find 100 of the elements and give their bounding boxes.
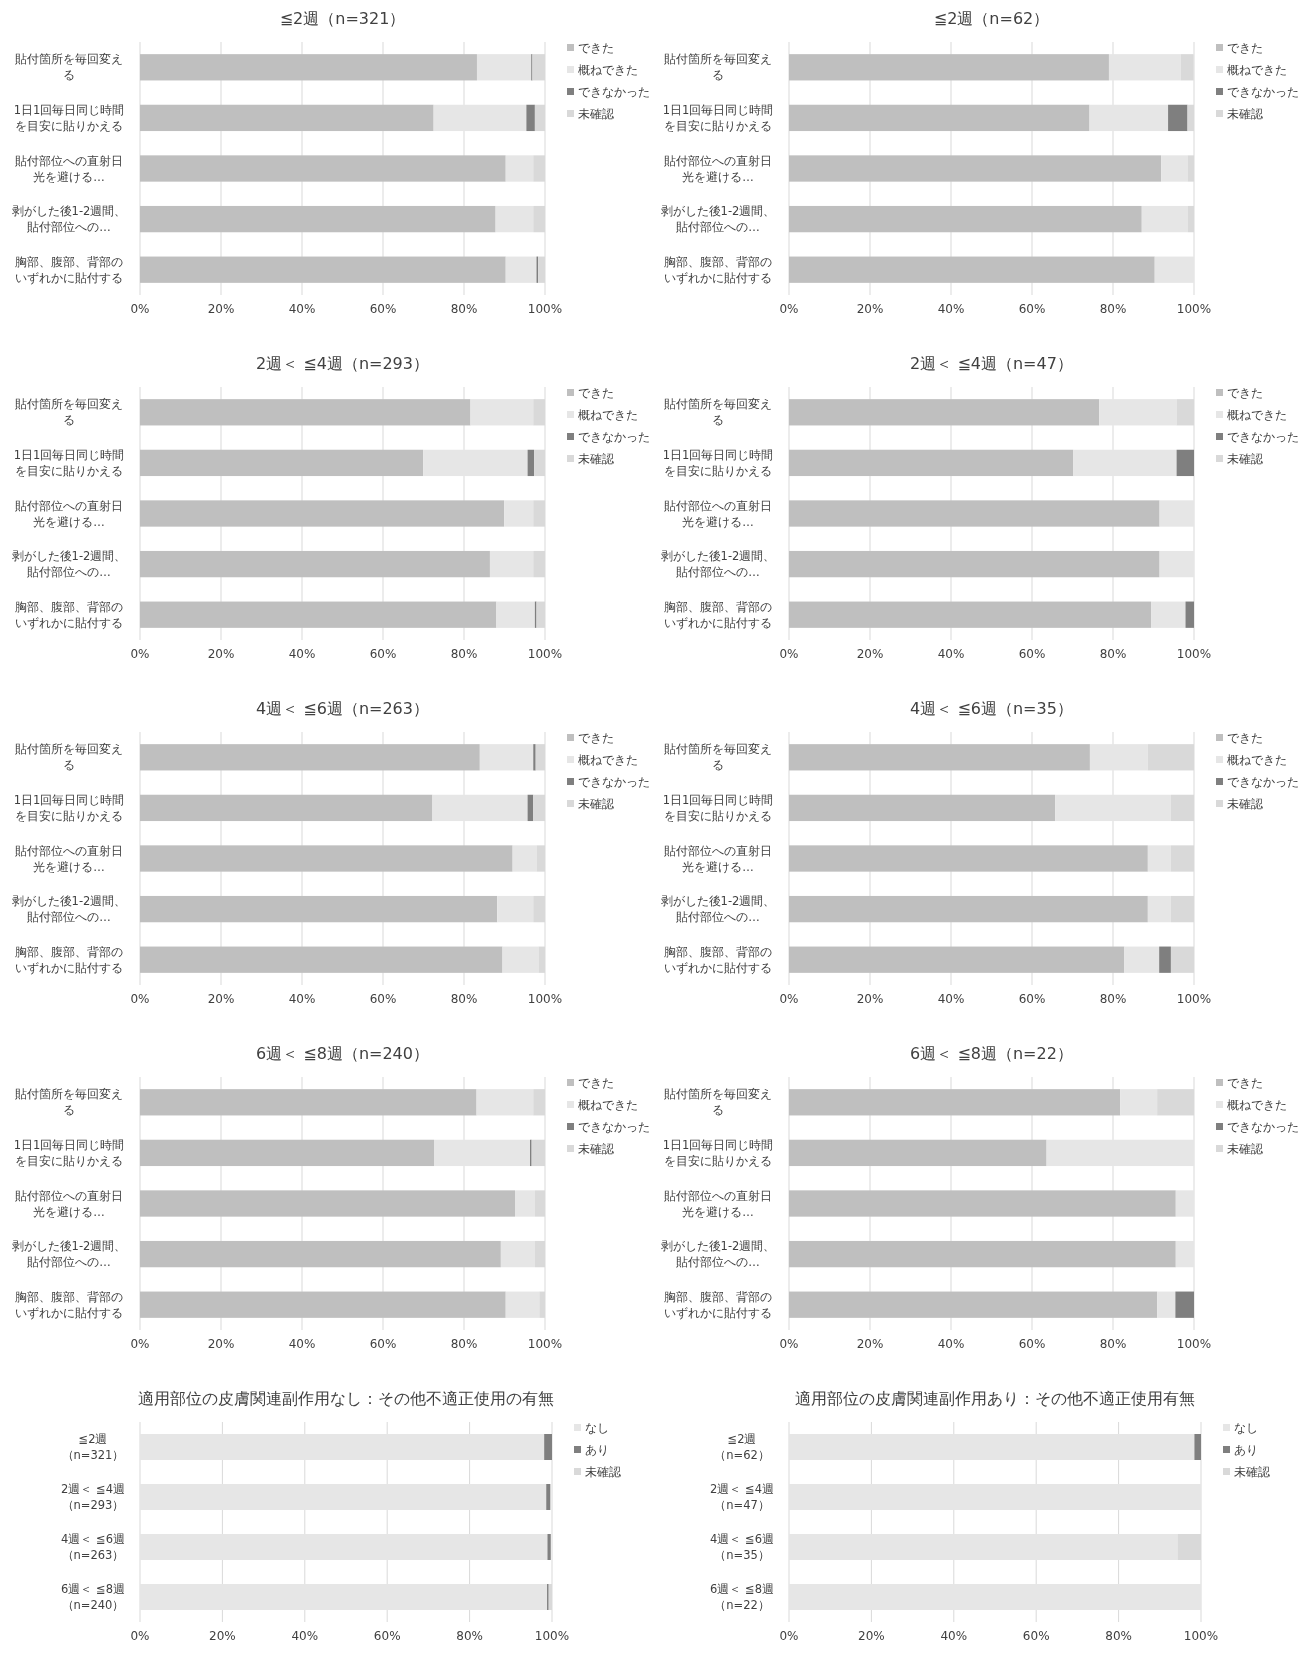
x-tick-label: 100%	[1176, 1337, 1212, 1351]
legend-label: 未確認	[578, 797, 614, 811]
legend-label: あり	[1234, 1443, 1258, 1457]
x-tick-label: 80%	[1099, 647, 1127, 661]
chart-title: 4週＜ ≦6週（n=263）	[256, 699, 429, 718]
y-tick-label: 貼付箇所を毎回変える	[664, 742, 772, 773]
legend-label: 未確認	[1234, 1465, 1270, 1479]
y-tick-label: 貼付部位への直射日光を避ける…	[15, 498, 123, 529]
y-tick-label: 1日1回毎日同じ時間を目安に貼りかえる	[13, 447, 125, 478]
x-tick-label: 60%	[1018, 1337, 1046, 1351]
legend-label: できた	[578, 731, 614, 745]
legend-label: なし	[585, 1421, 609, 1435]
y-tick-label: 6週＜ ≦8週（n=240）	[61, 1582, 125, 1612]
y-tick-label: 剥がした後1-2週間、貼付部位への…	[660, 1239, 776, 1270]
x-tick-label: 40%	[288, 1337, 316, 1351]
legend-label: 未確認	[1227, 452, 1263, 466]
legend-label: できなかった	[578, 85, 650, 99]
legend-label: できなかった	[578, 430, 650, 444]
y-tick-label: 胸部、腹部、背部のいずれかに貼付する	[15, 944, 123, 975]
x-tick-label: 60%	[1018, 302, 1046, 316]
legend-label: できた	[1227, 1076, 1263, 1090]
legend-label: できなかった	[1227, 1120, 1298, 1134]
y-tick-label: 胸部、腹部、背部のいずれかに貼付する	[664, 944, 772, 975]
x-tick-label: 100%	[1183, 1629, 1219, 1643]
x-tick-label: 20%	[207, 1337, 235, 1351]
x-tick-label: 100%	[1176, 992, 1212, 1006]
x-tick-label: 60%	[369, 302, 397, 316]
x-tick-label: 0%	[130, 992, 150, 1006]
legend-label: 未確認	[578, 107, 614, 121]
legend-label: できた	[578, 41, 614, 55]
y-tick-label: 貼付部位への直射日光を避ける…	[15, 1188, 123, 1219]
chart-title: ≦2週（n=321）	[279, 9, 406, 28]
y-tick-label: 1日1回毎日同じ時間を目安に貼りかえる	[662, 1137, 774, 1168]
chart-title: 適用部位の皮膚関連副作用なし：その他不適正使用の有無	[138, 1389, 554, 1408]
y-tick-label: 貼付部位への直射日光を避ける…	[664, 1188, 772, 1219]
y-tick-label: 剥がした後1-2週間、貼付部位への…	[660, 894, 776, 925]
x-tick-label: 100%	[534, 1629, 570, 1643]
legend-label: できた	[1227, 386, 1263, 400]
x-tick-label: 100%	[1176, 647, 1212, 661]
legend-label: できた	[1227, 41, 1263, 55]
x-tick-label: 40%	[291, 1629, 319, 1643]
y-tick-label: 胸部、腹部、背部のいずれかに貼付する	[15, 254, 123, 285]
x-tick-label: 60%	[369, 992, 397, 1006]
legend-label: できなかった	[1227, 775, 1298, 789]
x-tick-label: 80%	[1099, 302, 1127, 316]
chart-title: ≦2週（n=62）	[933, 9, 1050, 28]
x-tick-label: 60%	[369, 647, 397, 661]
y-tick-label: 胸部、腹部、背部のいずれかに貼付する	[15, 599, 123, 630]
y-tick-label: 貼付部位への直射日光を避ける…	[664, 498, 772, 529]
x-tick-label: 20%	[207, 992, 235, 1006]
legend-label: 概ねできた	[1227, 753, 1287, 767]
y-tick-label: 1日1回毎日同じ時間を目安に貼りかえる	[13, 792, 125, 823]
y-tick-label: 2週＜ ≦4週（n=47）	[710, 1482, 774, 1512]
x-tick-label: 0%	[130, 1629, 150, 1643]
legend-label: 概ねできた	[1227, 408, 1287, 422]
x-tick-label: 0%	[779, 1337, 799, 1351]
y-tick-label: 1日1回毎日同じ時間を目安に貼りかえる	[13, 102, 125, 133]
x-tick-label: 100%	[527, 992, 563, 1006]
legend-label: 概ねできた	[1227, 63, 1287, 77]
x-tick-label: 40%	[937, 647, 965, 661]
x-tick-label: 0%	[130, 1337, 150, 1351]
y-tick-label: 剥がした後1-2週間、貼付部位への…	[660, 204, 776, 235]
y-tick-label: ≦2週（n=62）	[714, 1432, 770, 1462]
y-tick-label: 1日1回毎日同じ時間を目安に貼りかえる	[662, 792, 774, 823]
legend-label: 未確認	[1227, 1142, 1263, 1156]
chart-title: 6週＜ ≦8週（n=240）	[256, 1044, 429, 1063]
x-tick-label: 0%	[130, 647, 150, 661]
y-tick-label: 貼付箇所を毎回変える	[15, 1087, 123, 1118]
legend-label: できた	[578, 386, 614, 400]
y-tick-label: 貼付箇所を毎回変える	[664, 397, 772, 428]
chart-title: 6週＜ ≦8週（n=22）	[910, 1044, 1073, 1063]
x-tick-label: 100%	[527, 1337, 563, 1351]
y-tick-label: 貼付箇所を毎回変える	[15, 742, 123, 773]
legend-label: できた	[1227, 731, 1263, 745]
legend-label: できた	[578, 1076, 614, 1090]
chart-title: 2週＜ ≦4週（n=47）	[910, 354, 1073, 373]
x-tick-label: 40%	[937, 302, 965, 316]
legend-label: できなかった	[578, 775, 650, 789]
x-tick-label: 80%	[450, 992, 478, 1006]
x-tick-label: 100%	[527, 302, 563, 316]
y-tick-label: 胸部、腹部、背部のいずれかに貼付する	[15, 1289, 123, 1320]
y-tick-label: ≦2週（n=321）	[61, 1432, 125, 1462]
x-tick-label: 40%	[937, 992, 965, 1006]
x-tick-label: 80%	[1099, 992, 1127, 1006]
y-tick-label: 1日1回毎日同じ時間を目安に貼りかえる	[13, 1137, 125, 1168]
y-tick-label: 剥がした後1-2週間、貼付部位への…	[11, 894, 127, 925]
x-tick-label: 80%	[450, 647, 478, 661]
y-tick-label: 1日1回毎日同じ時間を目安に貼りかえる	[662, 102, 774, 133]
y-tick-label: 貼付部位への直射日光を避ける…	[664, 153, 772, 184]
y-tick-label: 貼付箇所を毎回変える	[664, 52, 772, 83]
legend-label: 概ねできた	[578, 408, 638, 422]
y-tick-label: 胸部、腹部、背部のいずれかに貼付する	[664, 599, 772, 630]
x-tick-label: 20%	[856, 302, 884, 316]
y-tick-label: 1日1回毎日同じ時間を目安に貼りかえる	[662, 447, 774, 478]
x-tick-label: 60%	[373, 1629, 401, 1643]
y-tick-label: 剥がした後1-2週間、貼付部位への…	[11, 549, 127, 580]
x-tick-label: 0%	[130, 302, 150, 316]
y-tick-label: 剥がした後1-2週間、貼付部位への…	[660, 549, 776, 580]
x-tick-label: 20%	[858, 1629, 885, 1643]
legend-label: 未確認	[585, 1465, 621, 1479]
